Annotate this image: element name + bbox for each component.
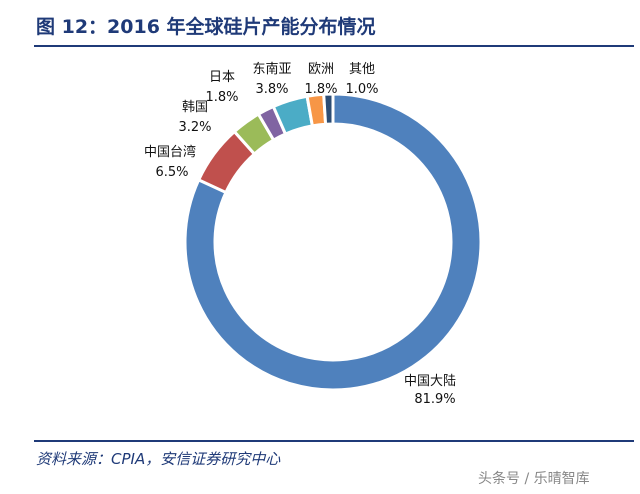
- slice-value-text: 81.9%: [414, 392, 455, 407]
- slice-others: [322, 92, 335, 126]
- slice-label-europe: 欧洲 1.8%: [304, 62, 337, 97]
- source-divider: [34, 440, 634, 442]
- chart-title: 图 12：2016 年全球硅片产能分布情况: [36, 16, 376, 38]
- slice-label-china-mainland: 中国大陆 81.9%: [404, 373, 456, 407]
- slice-value-text: 6.5%: [155, 165, 188, 180]
- slice-china-mainland: [183, 92, 483, 392]
- watermark: 头条号 / 乐晴智库: [478, 471, 590, 487]
- slice-value-text: 3.8%: [255, 82, 288, 97]
- slice-label-text: 欧洲: [308, 62, 334, 77]
- title-divider: [34, 45, 634, 47]
- slice-label-southeast-asia: 东南亚 3.8%: [252, 61, 291, 97]
- source-note: 资料来源：CPIA，安信证券研究中心: [36, 450, 281, 468]
- slice-label-korea: 韩国 3.2%: [178, 100, 211, 135]
- slice-label-text: 中国台湾: [144, 144, 196, 160]
- slice-label-text: 日本: [209, 70, 235, 85]
- slice-value-text: 1.8%: [205, 90, 238, 105]
- slice-label-taiwan: 中国台湾 6.5%: [144, 144, 196, 180]
- slice-value-text: 1.8%: [304, 82, 337, 97]
- slice-label-others: 其他 1.0%: [345, 62, 378, 97]
- slice-label-japan: 日本 1.8%: [205, 70, 238, 105]
- slice-value-text: 3.2%: [178, 120, 211, 135]
- slice-label-text: 其他: [349, 62, 375, 77]
- slice-value-text: 1.0%: [345, 82, 378, 97]
- slice-label-text: 韩国: [182, 100, 208, 115]
- slices-group: [183, 92, 483, 392]
- slice-label-text: 中国大陆: [404, 373, 456, 389]
- donut-chart: 中国大陆 81.9% 中国台湾 6.5% 韩国 3.2% 日本 1.8% 东南亚…: [144, 61, 483, 407]
- slice-label-text: 东南亚: [252, 61, 291, 77]
